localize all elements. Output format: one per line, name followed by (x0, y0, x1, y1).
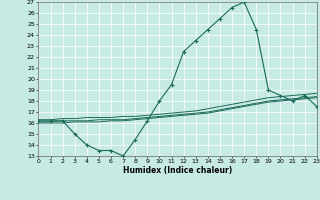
X-axis label: Humidex (Indice chaleur): Humidex (Indice chaleur) (123, 166, 232, 175)
